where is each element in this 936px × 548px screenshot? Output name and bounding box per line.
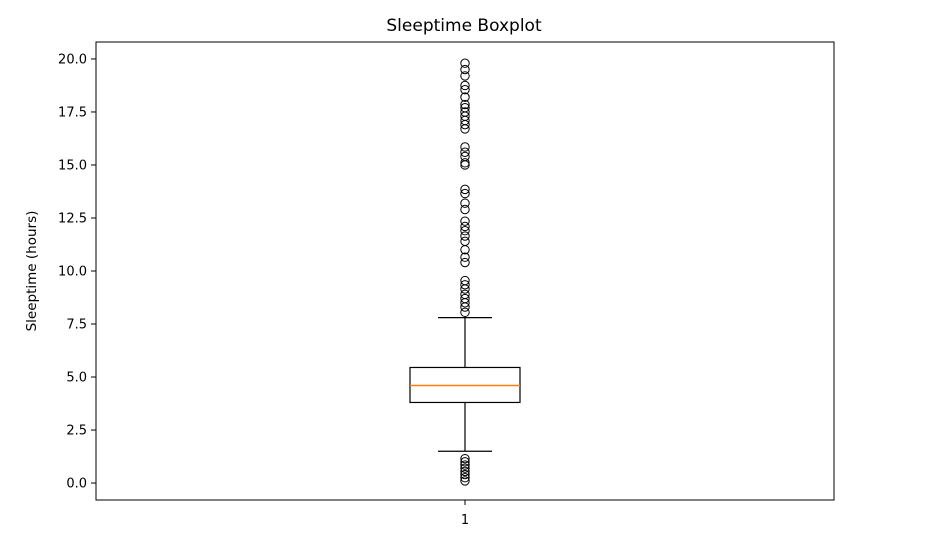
outlier-point bbox=[460, 275, 470, 286]
y-tick-label: 17.5 bbox=[58, 105, 87, 120]
y-tick-label: 0.0 bbox=[66, 477, 87, 492]
outlier-point bbox=[460, 158, 470, 168]
outlier-point bbox=[460, 142, 470, 152]
outlier-point bbox=[460, 107, 470, 117]
y-tick-label: 10.0 bbox=[58, 265, 87, 280]
outlier-point bbox=[460, 280, 470, 290]
outlier-point bbox=[460, 99, 470, 110]
outlier-point bbox=[460, 147, 470, 157]
outlier-point bbox=[460, 188, 470, 199]
outlier-point bbox=[460, 476, 470, 486]
outlier-point bbox=[460, 226, 470, 236]
outlier-point bbox=[460, 204, 470, 215]
outlier-point bbox=[460, 221, 470, 232]
outlier-point bbox=[460, 58, 470, 68]
outlier-point bbox=[460, 252, 470, 262]
y-tick-label: 12.5 bbox=[58, 211, 87, 226]
outlier-point bbox=[460, 469, 470, 480]
outlier-point bbox=[460, 216, 470, 226]
outlier-point bbox=[460, 151, 470, 162]
outlier-point bbox=[460, 80, 470, 91]
outlier-point bbox=[460, 198, 470, 208]
chart-title: Sleeptime Boxplot bbox=[386, 16, 542, 36]
y-tick-label: 20.0 bbox=[58, 52, 87, 67]
y-axis-label: Sleeptime (hours) bbox=[24, 211, 40, 332]
y-tick-label: 2.5 bbox=[66, 424, 87, 439]
outlier-point bbox=[460, 160, 470, 170]
y-tick-label: 7.5 bbox=[66, 318, 87, 333]
outlier-point bbox=[460, 92, 470, 102]
outlier-point bbox=[460, 231, 470, 241]
outlier-point bbox=[460, 307, 470, 318]
outlier-point bbox=[460, 71, 470, 81]
outlier-point bbox=[460, 236, 470, 247]
outlier-point bbox=[460, 453, 470, 464]
outlier-point bbox=[460, 103, 470, 113]
plot-area: 0.0 2.5 5.0 7.5 10.0 12.5 15.0 17.5 20.0 1 bbox=[58, 41, 835, 528]
outlier-point bbox=[460, 473, 470, 483]
outlier-point bbox=[460, 257, 470, 268]
outlier-point bbox=[460, 463, 470, 473]
outlier-point bbox=[460, 460, 470, 470]
outlier-point bbox=[460, 85, 470, 95]
outlier-point bbox=[460, 184, 470, 195]
outlier-point bbox=[460, 457, 470, 467]
outlier-point bbox=[460, 289, 470, 300]
outlier-point bbox=[460, 466, 470, 477]
outlier-point bbox=[460, 64, 470, 75]
x-tick-label: 1 bbox=[461, 513, 469, 528]
y-tick-label: 5.0 bbox=[66, 371, 87, 386]
y-tick-label: 15.0 bbox=[58, 158, 87, 173]
outlier-point bbox=[460, 293, 470, 304]
